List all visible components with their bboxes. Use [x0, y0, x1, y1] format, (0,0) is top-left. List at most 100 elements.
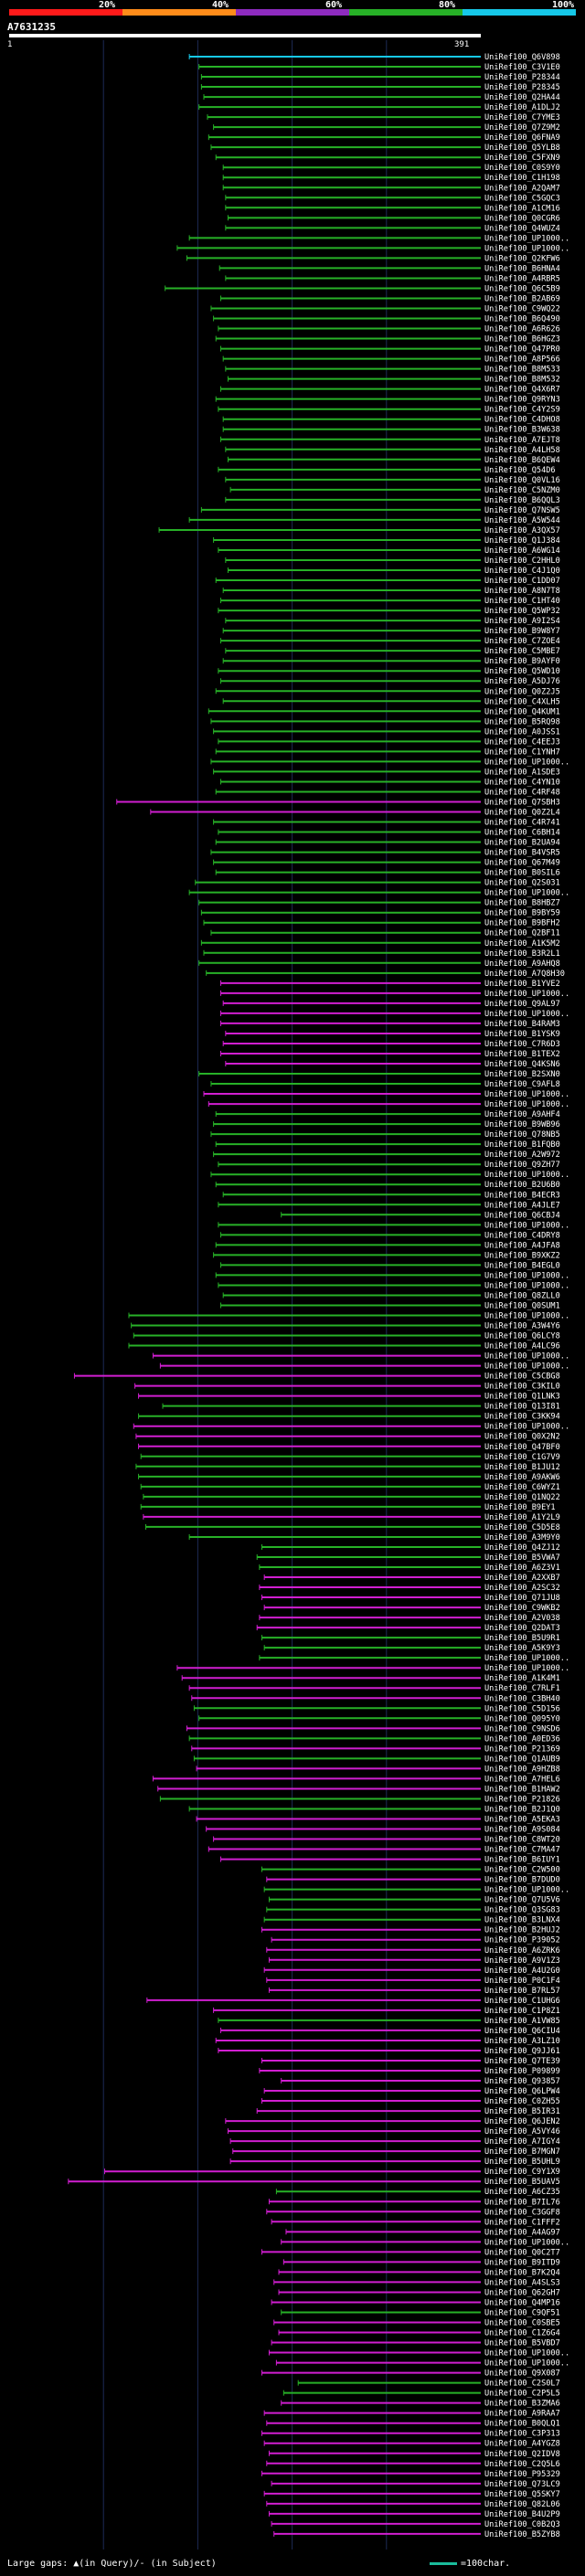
- hit-label: UniRef100_Q5SKY7: [484, 2490, 560, 2499]
- hit-label: UniRef100_Q2KFW6: [484, 254, 560, 263]
- hit-label: UniRef100_A1K4M1: [484, 1674, 560, 1683]
- hit-label: UniRef100_B4U2P9: [484, 2510, 560, 2519]
- hit-label: UniRef100_C7YME3: [484, 113, 560, 122]
- hit-label: UniRef100_Q4WUZ4: [484, 224, 560, 233]
- hit-label: UniRef100_C5GQC3: [484, 194, 560, 203]
- hit-label: UniRef100_Q9ZH77: [484, 1161, 560, 1170]
- hit-label: UniRef100_P0C1F4: [484, 1977, 560, 1986]
- hit-label: UniRef100_B1YVE2: [484, 980, 560, 989]
- hit-label: UniRef100_Q0CGR6: [484, 214, 560, 223]
- hit-label: UniRef100_Q1AUB9: [484, 1754, 560, 1764]
- hit-label: UniRef100_A2W972: [484, 1150, 560, 1160]
- hit-label: UniRef100_A3LZ10: [484, 2037, 560, 2046]
- hit-label: UniRef100_UP1000..: [484, 1010, 569, 1019]
- hit-label: UniRef100_Q3SG83: [484, 1906, 560, 1915]
- hit-label: UniRef100_Q1J384: [484, 536, 560, 546]
- hit-label: UniRef100_B8M532: [484, 376, 560, 385]
- hit-label: UniRef100_A9RAA7: [484, 2410, 560, 2419]
- hit-label: UniRef100_B9XKZ2: [484, 1251, 560, 1260]
- query-id: A7631235: [7, 21, 56, 33]
- hit-label: UniRef100_B6QEW4: [484, 456, 560, 465]
- hit-label: UniRef100_UP1000..: [484, 1312, 569, 1321]
- hit-label: UniRef100_Q9X087: [484, 2369, 560, 2379]
- hit-label: UniRef100_A3QX57: [484, 526, 560, 535]
- hit-label: UniRef100_P95329: [484, 2470, 560, 2479]
- hit-label: UniRef100_Q7Z9M2: [484, 123, 560, 133]
- hit-label: UniRef100_B5VBD7: [484, 2339, 560, 2348]
- hit-label: UniRef100_B2SXN0: [484, 1070, 560, 1079]
- hit-label: UniRef100_B1YSK9: [484, 1030, 560, 1039]
- hit-label: UniRef100_Q2HA44: [484, 93, 560, 102]
- hit-label: UniRef100_Q1NQ22: [484, 1493, 560, 1502]
- legend-label: 80%: [439, 0, 456, 10]
- hit-label: UniRef100_A6Z3V1: [484, 1564, 560, 1573]
- hit-label: UniRef100_B1JU12: [484, 1463, 560, 1472]
- hit-label: UniRef100_B5VWA7: [484, 1553, 560, 1563]
- hit-label: UniRef100_P39052: [484, 1936, 560, 1945]
- hit-label: UniRef100_B6Q490: [484, 315, 560, 324]
- hit-label: UniRef100_Q2DAT3: [484, 1624, 560, 1633]
- hit-label: UniRef100_A4U2G0: [484, 1966, 560, 1976]
- hit-label: UniRef100_B3ZMA6: [484, 2400, 560, 2409]
- hit-label: UniRef100_B7RL57: [484, 1987, 560, 1996]
- hit-label: UniRef100_A7HEL6: [484, 1775, 560, 1784]
- hit-label: UniRef100_A8P566: [484, 355, 560, 365]
- hit-label: UniRef100_B5IR31: [484, 2107, 560, 2116]
- hit-label: UniRef100_A6ZRK6: [484, 1946, 560, 1956]
- scale-legend: =100char.: [430, 2559, 510, 2569]
- hit-label: UniRef100_C4J1Q0: [484, 567, 560, 576]
- hit-label: UniRef100_C3GGF8: [484, 2208, 560, 2217]
- hit-label: UniRef100_Q6LPW4: [484, 2087, 560, 2096]
- hit-label: UniRef100_B2AB69: [484, 294, 560, 303]
- legend-segment: [349, 9, 463, 16]
- hit-label: UniRef100_B6HGZ3: [484, 335, 560, 345]
- hit-label: UniRef100_Q4MP16: [484, 2298, 560, 2307]
- hit-label: UniRef100_C5MBE7: [484, 647, 560, 656]
- hit-label: UniRef100_C5D156: [484, 1704, 560, 1713]
- hit-label: UniRef100_Q1LNK3: [484, 1393, 560, 1402]
- hit-label: UniRef100_Q93857: [484, 2077, 560, 2086]
- hit-label: UniRef100_B7K2Q4: [484, 2268, 560, 2277]
- hit-label: UniRef100_B5ZYB8: [484, 2530, 560, 2539]
- hit-label: UniRef100_UP1000..: [484, 1664, 569, 1673]
- hit-label: UniRef100_UP1000..: [484, 1423, 569, 1432]
- hit-label: UniRef100_B9BFH2: [484, 919, 560, 928]
- legend-segment: [236, 9, 349, 16]
- hit-label: UniRef100_C4EEJ3: [484, 737, 560, 747]
- hit-label: UniRef100_B2HUJ2: [484, 1926, 560, 1935]
- hit-label: UniRef100_Q7SBH3: [484, 798, 560, 807]
- hit-label: UniRef100_A5DJ76: [484, 677, 560, 686]
- hit-label: UniRef100_C1Z6G4: [484, 2329, 560, 2338]
- hit-label: UniRef100_C3V1E0: [484, 63, 560, 72]
- hit-label: UniRef100_Q6CIU4: [484, 2027, 560, 2036]
- hit-label: UniRef100_B0SIL6: [484, 869, 560, 878]
- hit-label: UniRef100_A9AHQ8: [484, 959, 560, 969]
- hit-label: UniRef100_C1G7V9: [484, 1453, 560, 1462]
- hit-label: UniRef100_A4JLE7: [484, 1201, 560, 1210]
- hit-label: UniRef100_B7DUD0: [484, 1876, 560, 1885]
- hit-label: UniRef100_P21826: [484, 1795, 560, 1804]
- hit-label: UniRef100_A3M9Y0: [484, 1533, 560, 1542]
- hit-label: UniRef100_P28345: [484, 83, 560, 92]
- hit-label: UniRef100_C2Q5L6: [484, 2460, 560, 2469]
- hit-label: UniRef100_B1FQB0: [484, 1140, 560, 1150]
- hit-label: UniRef100_B9ITD9: [484, 2258, 560, 2267]
- hit-label: UniRef100_Q82L06: [484, 2500, 560, 2509]
- hit-label: UniRef100_C5CBG8: [484, 1373, 560, 1382]
- hit-label: UniRef100_UP1000..: [484, 1362, 569, 1372]
- hit-label: UniRef100_B6HNA4: [484, 264, 560, 273]
- hit-label: UniRef100_C6WYZ1: [484, 1483, 560, 1492]
- hit-label: UniRef100_C9WQ22: [484, 305, 560, 314]
- hit-label: UniRef100_C8WT20: [484, 1836, 560, 1845]
- hit-label: UniRef100_C7R6D3: [484, 1040, 560, 1049]
- hit-label: UniRef100_B6IUY1: [484, 1856, 560, 1865]
- large-gaps-legend: Large gaps: ▲(in Query)/- (in Subject): [7, 2559, 217, 2569]
- hit-label: UniRef100_Q4ZJ12: [484, 1543, 560, 1553]
- hit-label: UniRef100_C0S9Y0: [484, 164, 560, 173]
- hit-label: UniRef100_A7Q8H30: [484, 970, 565, 979]
- hit-label: UniRef100_Q0SUM1: [484, 1301, 560, 1310]
- hit-label: UniRef100_B6QQL3: [484, 496, 560, 505]
- hit-label: UniRef100_B5UAV5: [484, 2178, 560, 2187]
